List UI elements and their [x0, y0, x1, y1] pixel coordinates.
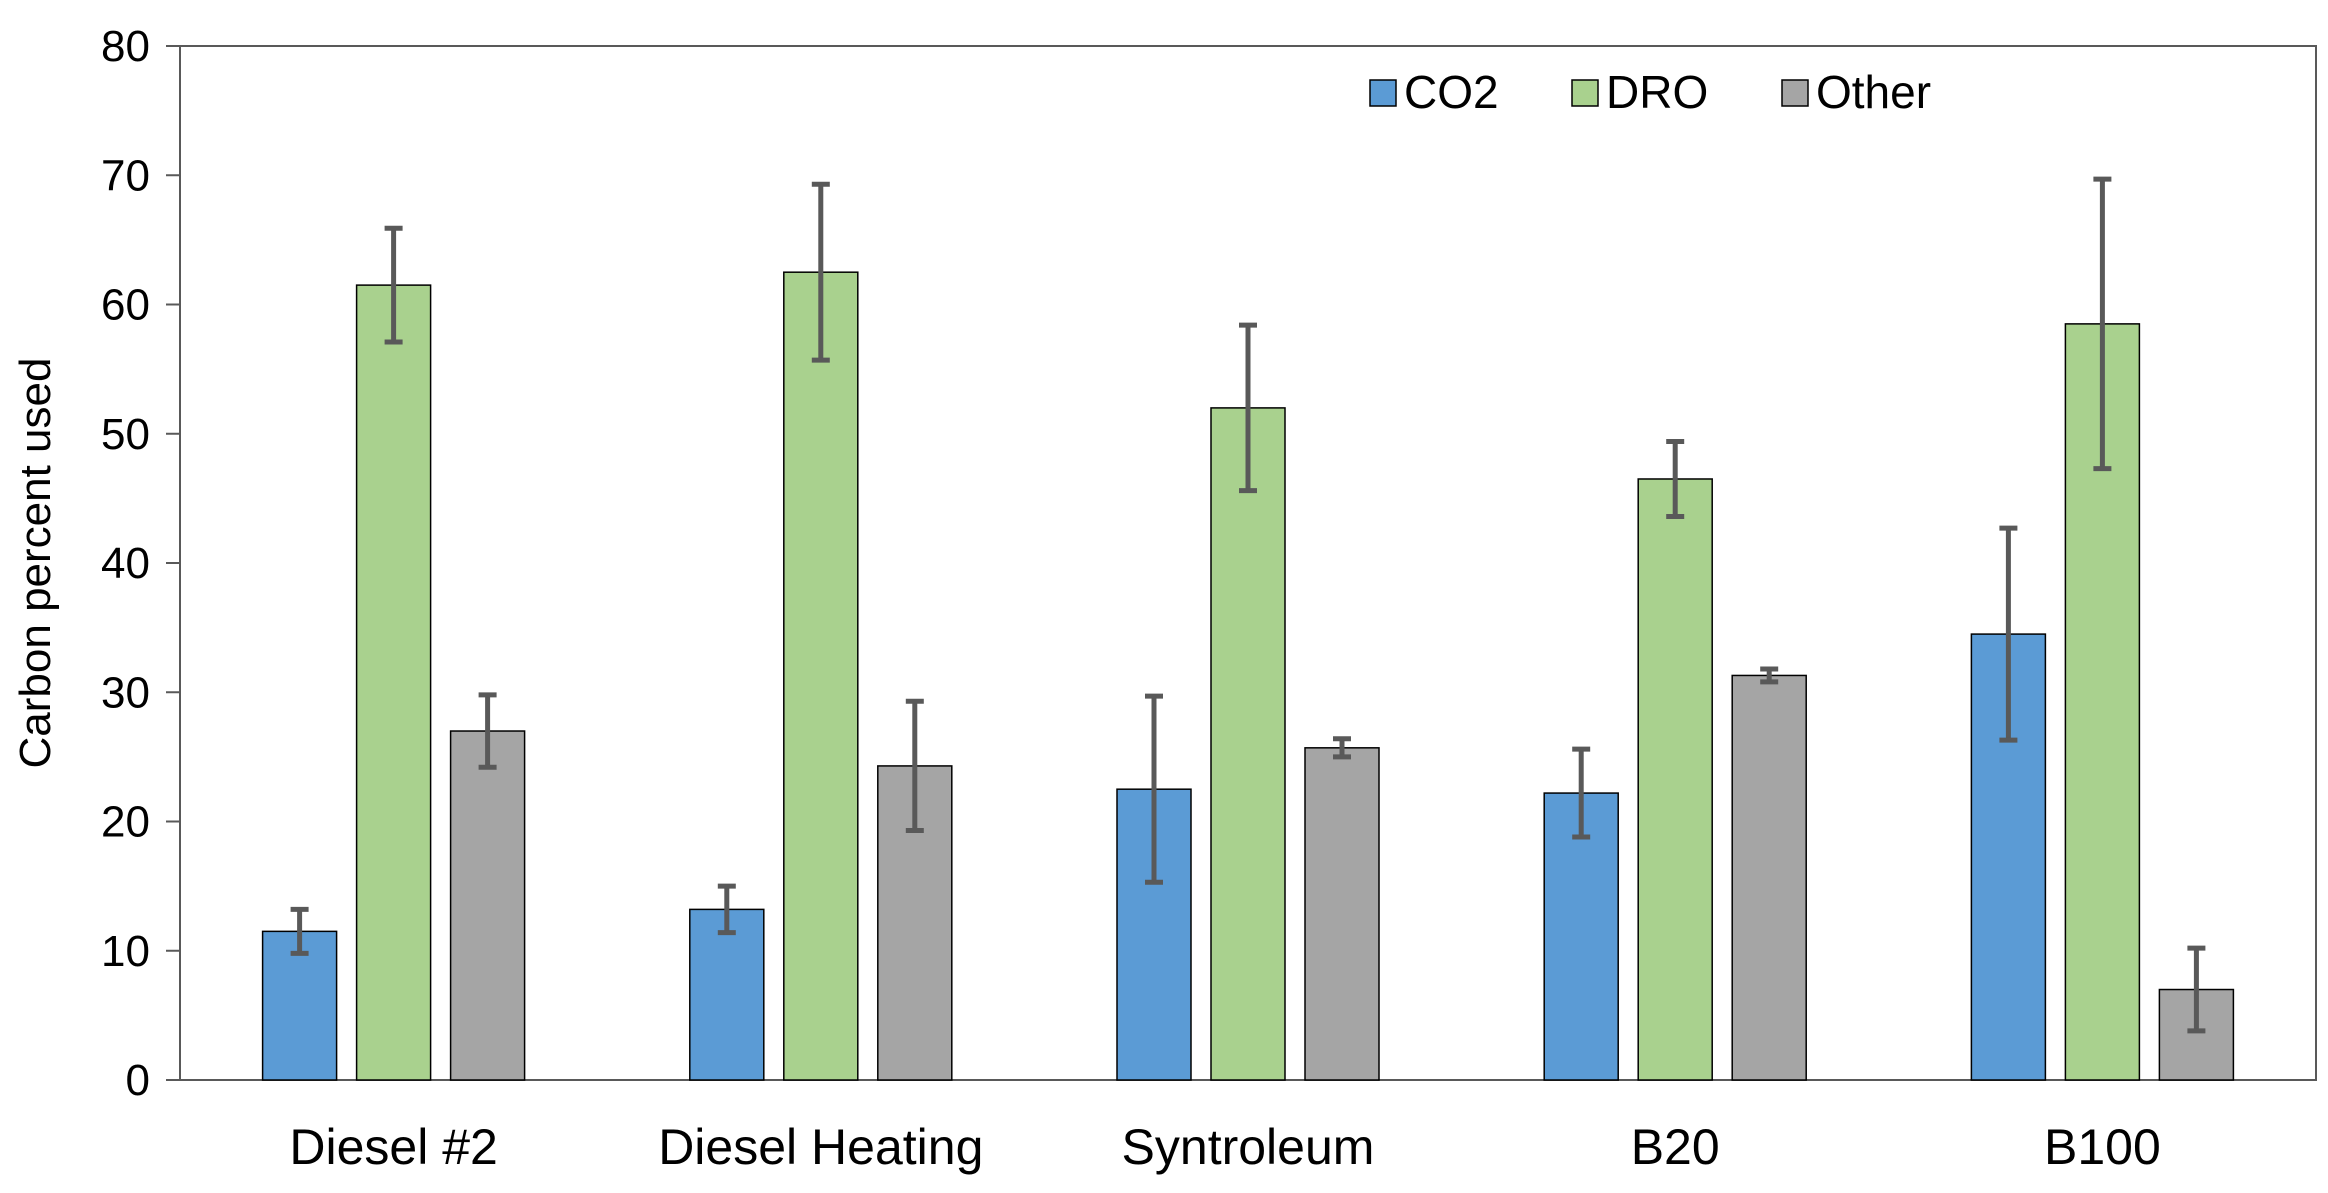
bar-co2-1 — [261, 930, 338, 1081]
y-tick-label: 70 — [101, 151, 150, 200]
bar-other-4 — [1731, 674, 1807, 1081]
y-tick-label: 20 — [101, 798, 150, 847]
legend-swatch-other — [1781, 79, 1809, 107]
bar-dro-3 — [1210, 407, 1286, 1081]
y-tick-label: 60 — [101, 281, 150, 330]
legend-label-co2: CO2 — [1404, 66, 1499, 118]
y-tick-label: 50 — [101, 410, 150, 459]
bar-dro-1 — [355, 284, 432, 1081]
bar-dro-4 — [1637, 478, 1713, 1081]
x-tick-label: B20 — [1631, 1119, 1720, 1175]
legend: CO2 DRO Other — [1369, 66, 1931, 118]
x-tick-label: Diesel #2 — [289, 1119, 497, 1175]
legend-label-dro: DRO — [1606, 66, 1708, 118]
bar-other-3 — [1304, 747, 1380, 1081]
y-axis-label: Carbon percent used — [11, 358, 60, 769]
y-tick-label: 30 — [101, 668, 150, 717]
legend-swatch-co2 — [1369, 79, 1397, 107]
bar-co2-4 — [1543, 792, 1619, 1081]
x-axis-labels: Diesel #2 Diesel Heating Syntroleum B20 B100 — [289, 1119, 2160, 1175]
legend-swatch-dro — [1571, 79, 1599, 107]
x-tick-label: Diesel Heating — [658, 1119, 983, 1175]
error-bars — [290, 176, 2206, 1034]
bar-other-1 — [449, 730, 526, 1081]
bars — [261, 271, 2235, 1081]
x-tick-label: Syntroleum — [1122, 1119, 1375, 1175]
bar-co2-2 — [689, 908, 765, 1081]
y-tick-label: 40 — [101, 539, 150, 588]
y-tick-label: 80 — [101, 22, 150, 71]
legend-label-other: Other — [1816, 66, 1931, 118]
bar-dro-2 — [783, 271, 859, 1081]
y-tick-label: 10 — [101, 927, 150, 976]
y-tick-label: 0 — [126, 1056, 150, 1105]
x-tick-label: B100 — [2044, 1119, 2161, 1175]
y-axis-ticks: 0 10 20 30 40 50 60 70 80 — [101, 22, 180, 1105]
